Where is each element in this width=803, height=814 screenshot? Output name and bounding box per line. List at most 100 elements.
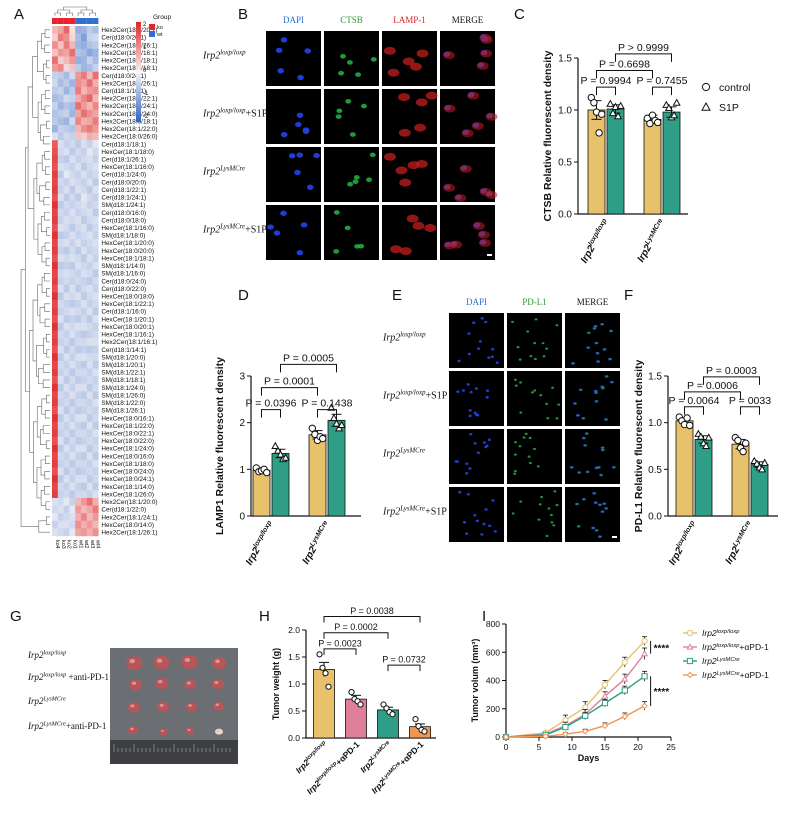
nucleus-dot <box>487 356 491 359</box>
nucleus-dot <box>484 508 488 511</box>
data-point <box>348 689 355 696</box>
heatmap-row-label: Cer(d18:1/16:0) <box>101 309 146 316</box>
y-tick-label: 0.0 <box>288 733 300 743</box>
heatmap-cell <box>92 155 99 164</box>
green-signal <box>516 345 520 349</box>
heatmap-cell <box>63 414 70 423</box>
heatmap-cell <box>69 360 76 369</box>
heatmap-cell <box>86 513 93 521</box>
heatmap-cell <box>69 33 76 42</box>
heatmap-cell <box>57 64 64 72</box>
legend-label: Irp2loxp/loxp <box>702 628 740 638</box>
heatmap-cell <box>75 421 82 430</box>
heatmap-cell <box>81 56 87 65</box>
color-scale-step <box>136 50 141 53</box>
heatmap-cell <box>86 345 93 354</box>
heatmap-cell <box>52 86 58 95</box>
heatmap-cell <box>69 132 76 141</box>
red-signal <box>485 112 498 121</box>
heatmap-cell <box>57 246 64 255</box>
x-tick-label: 0 <box>504 742 509 752</box>
heatmap-cell <box>86 223 93 232</box>
heatmap-cell <box>86 284 93 293</box>
nucleus-dot <box>480 533 484 536</box>
heatmap-col-label: wt2 <box>83 539 89 548</box>
heatmap-cell <box>63 41 70 50</box>
heatmap-cell <box>69 170 76 179</box>
heatmap-cell <box>81 109 87 118</box>
heatmap-cell <box>86 178 93 187</box>
heatmap-cell <box>81 459 87 468</box>
heatmap-cell <box>75 124 82 133</box>
heatmap-cell <box>69 231 76 240</box>
micro-row-label: Irp2loxp/loxp <box>202 50 246 62</box>
green-signal <box>537 518 541 521</box>
heatmap-cell <box>57 147 64 156</box>
nucleus-dot <box>455 460 459 463</box>
heatmap-cell <box>92 147 99 156</box>
green-signal <box>557 403 561 406</box>
heatmap-cell <box>52 277 58 286</box>
green-signal <box>553 490 557 493</box>
green-signal <box>601 446 605 449</box>
heatmap-cell <box>75 444 82 453</box>
heatmap-cell <box>86 79 93 88</box>
heatmap-cell <box>86 497 93 506</box>
heatmap-row-label: Hex2Cer(18:1/26:1) <box>101 42 157 49</box>
heatmap-cell <box>86 482 93 491</box>
data-point <box>621 687 628 694</box>
heatmap-cell <box>86 41 93 50</box>
heatmap-cell <box>57 330 64 339</box>
green-signal <box>594 325 598 328</box>
nucleus-dot <box>473 442 477 445</box>
heatmap-cell <box>52 170 58 179</box>
green-signal <box>513 453 517 456</box>
green-signal <box>519 500 523 503</box>
heatmap-cell <box>63 246 70 255</box>
heatmap-cell <box>86 269 93 278</box>
heatmap-cell <box>52 383 58 392</box>
heatmap-cell <box>86 239 93 247</box>
green-signal <box>522 436 526 439</box>
heatmap-cell <box>81 170 87 179</box>
color-scale-step <box>136 22 141 25</box>
heatmap-cell <box>63 322 70 331</box>
heatmap-cell <box>52 497 58 506</box>
heatmap-cell <box>81 307 87 316</box>
heatmap-cell <box>69 216 76 225</box>
heatmap-cell <box>81 475 87 483</box>
heatmap-cell <box>63 437 70 445</box>
heatmap-cell <box>69 26 76 34</box>
heatmap-cell <box>69 178 76 187</box>
heatmap-cell <box>92 79 99 88</box>
heatmap-cell <box>52 505 58 514</box>
heatmap-cell <box>75 163 82 171</box>
heatmap-cell <box>75 414 82 423</box>
green-signal <box>601 323 605 326</box>
heatmap-cell <box>69 269 76 278</box>
heatmap-cell <box>69 193 76 202</box>
heatmap-cell <box>92 269 99 278</box>
heatmap-cell <box>75 155 82 164</box>
heatmap-cell <box>63 391 70 400</box>
micro-row-label: Irp2LysMCre+S1P <box>202 224 267 236</box>
comparison-bracket <box>387 664 421 672</box>
heatmap-cell <box>81 497 87 506</box>
heatmap-cell <box>86 437 93 445</box>
data-point <box>641 637 648 645</box>
red-signal <box>479 187 492 196</box>
heatmap-cell <box>63 140 70 148</box>
micro-tile <box>449 313 504 368</box>
heatmap-cell <box>52 406 58 415</box>
nucleus-dot <box>487 438 491 442</box>
heatmap-row-label: Cer(d18:1/26:1) <box>101 156 146 163</box>
heatmap-cell <box>92 124 99 133</box>
nucleus-dot <box>461 389 466 392</box>
data-point <box>542 732 549 740</box>
heatmap-cell <box>63 193 70 202</box>
heatmap-cell <box>75 193 82 202</box>
color-scale-step <box>136 70 141 73</box>
comparison-bracket <box>261 387 318 396</box>
